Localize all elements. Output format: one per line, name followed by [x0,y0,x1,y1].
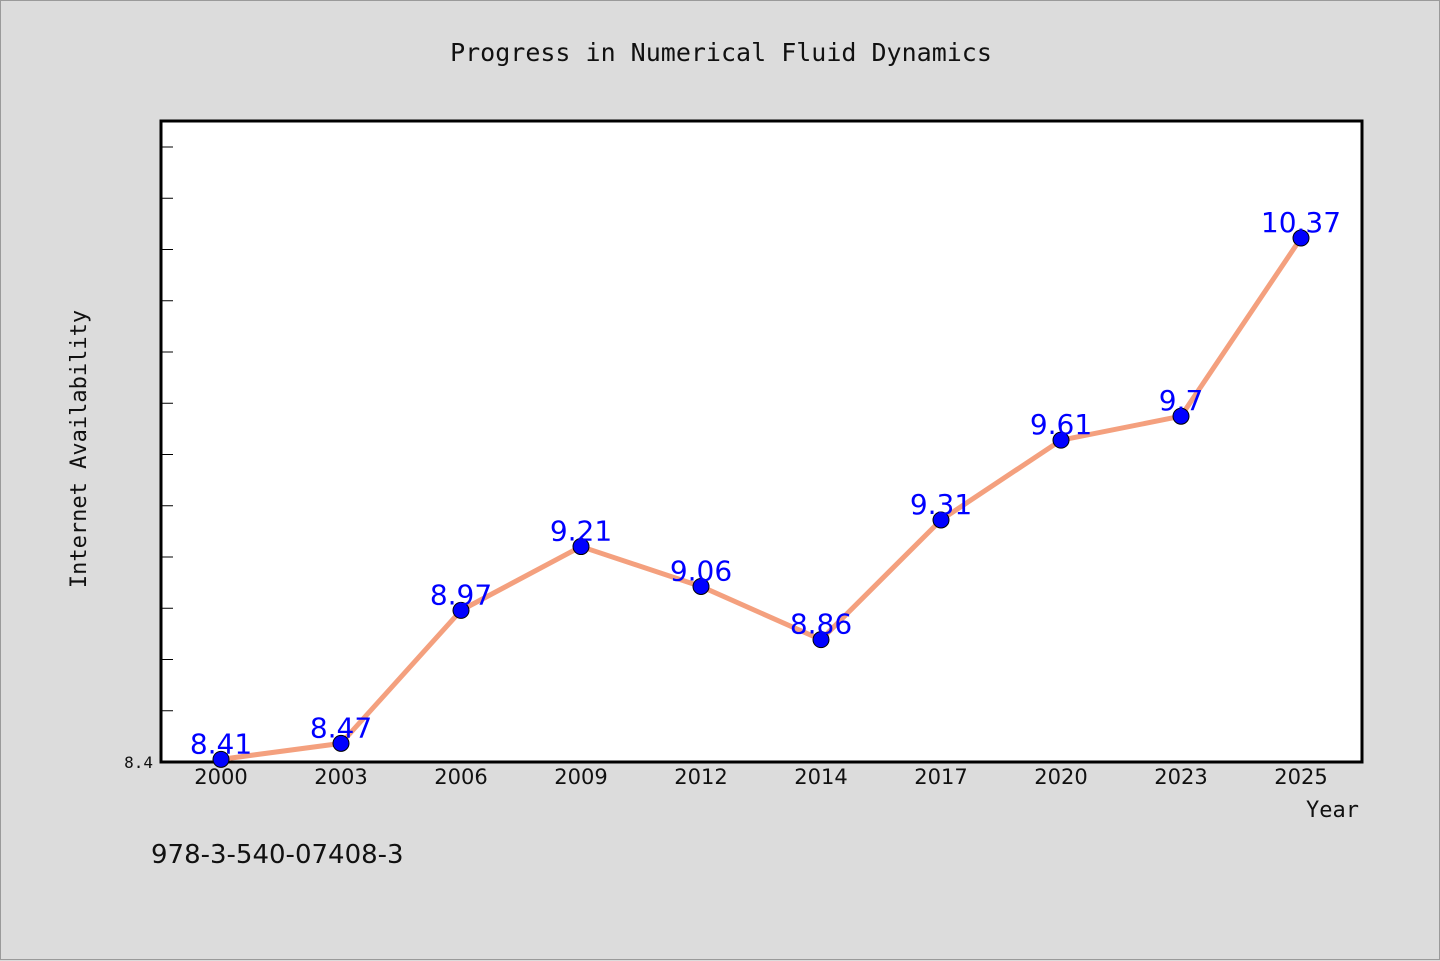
y-axis-label: Internet Availability [67,310,92,588]
data-point [692,577,710,595]
data-label: 9.06 [670,554,732,587]
data-label: 9.61 [1030,408,1092,441]
x-axis-tick-labels: 2000 2003 2006 2009 2012 2014 2017 2020 2023 2025 [194,765,1327,789]
data-point [932,511,950,529]
data-label: 8.47 [310,711,372,744]
x-tick-label: 2003 [314,765,367,789]
data-point [1292,229,1310,247]
y-tick-label: 8.4 [124,753,153,772]
x-tick-label: 2023 [1154,765,1207,789]
data-label: 10.37 [1261,206,1341,239]
x-tick-label: 2000 [194,765,247,789]
x-tick-label: 2020 [1034,765,1087,789]
x-tick-label: 2017 [914,765,967,789]
data-point [1172,407,1190,425]
data-label: 9.7 [1159,384,1204,417]
data-label: 9.31 [910,488,972,521]
data-point [1052,431,1070,449]
x-tick-label: 2009 [554,765,607,789]
data-point [212,750,230,768]
x-tick-label: 2012 [674,765,727,789]
isbn-text: 978-3-540-07408-3 [151,840,404,870]
data-point [452,601,470,619]
data-point [572,538,590,556]
data-label: 8.97 [430,578,492,611]
series-line [220,236,1304,762]
x-axis-label: Year [1306,798,1359,823]
data-label: 8.86 [790,608,852,641]
data-point [812,631,830,649]
plot-area [159,119,1364,764]
series-line-group [220,236,1304,762]
y-axis-tick-labels: 8.4 [124,753,153,772]
x-tick-label: 2014 [794,765,847,789]
data-point [332,734,350,752]
chart-title: Progress in Numerical Fluid Dynamics [450,38,992,67]
data-labels: 8.41 8.47 8.97 9.21 9.06 8.86 9.31 9.61 9.7 10.37 [190,206,1341,760]
x-tick-label: 2006 [434,765,487,789]
series-markers [212,229,1310,768]
x-tick-label: 2025 [1274,765,1327,789]
data-label: 8.41 [190,727,252,760]
data-label: 9.21 [550,515,612,548]
y-axis-ticks [161,146,173,763]
